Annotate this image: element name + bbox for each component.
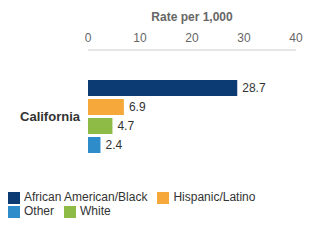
svg-text:0: 0 (85, 31, 92, 45)
svg-text:28.7: 28.7 (242, 81, 266, 95)
html-text:African American/Black: African American/Black (24, 190, 148, 204)
svg-text:6.9: 6.9 (129, 100, 146, 114)
html-text:White: White (80, 204, 111, 218)
svg-text:2.4: 2.4 (105, 138, 122, 152)
svg-text:30: 30 (237, 31, 251, 45)
svg-text:California: California (20, 109, 81, 124)
html-text:Other: Other (24, 204, 54, 218)
svg-text:4.7: 4.7 (117, 119, 134, 133)
html-text:Rate per 1,000: Rate per 1,000 (151, 10, 233, 24)
svg-text:40: 40 (289, 31, 303, 45)
svg-text:10: 10 (133, 31, 147, 45)
html-text:Hispanic/Latino: Hispanic/Latino (173, 190, 256, 204)
svg-text:20: 20 (185, 31, 199, 45)
